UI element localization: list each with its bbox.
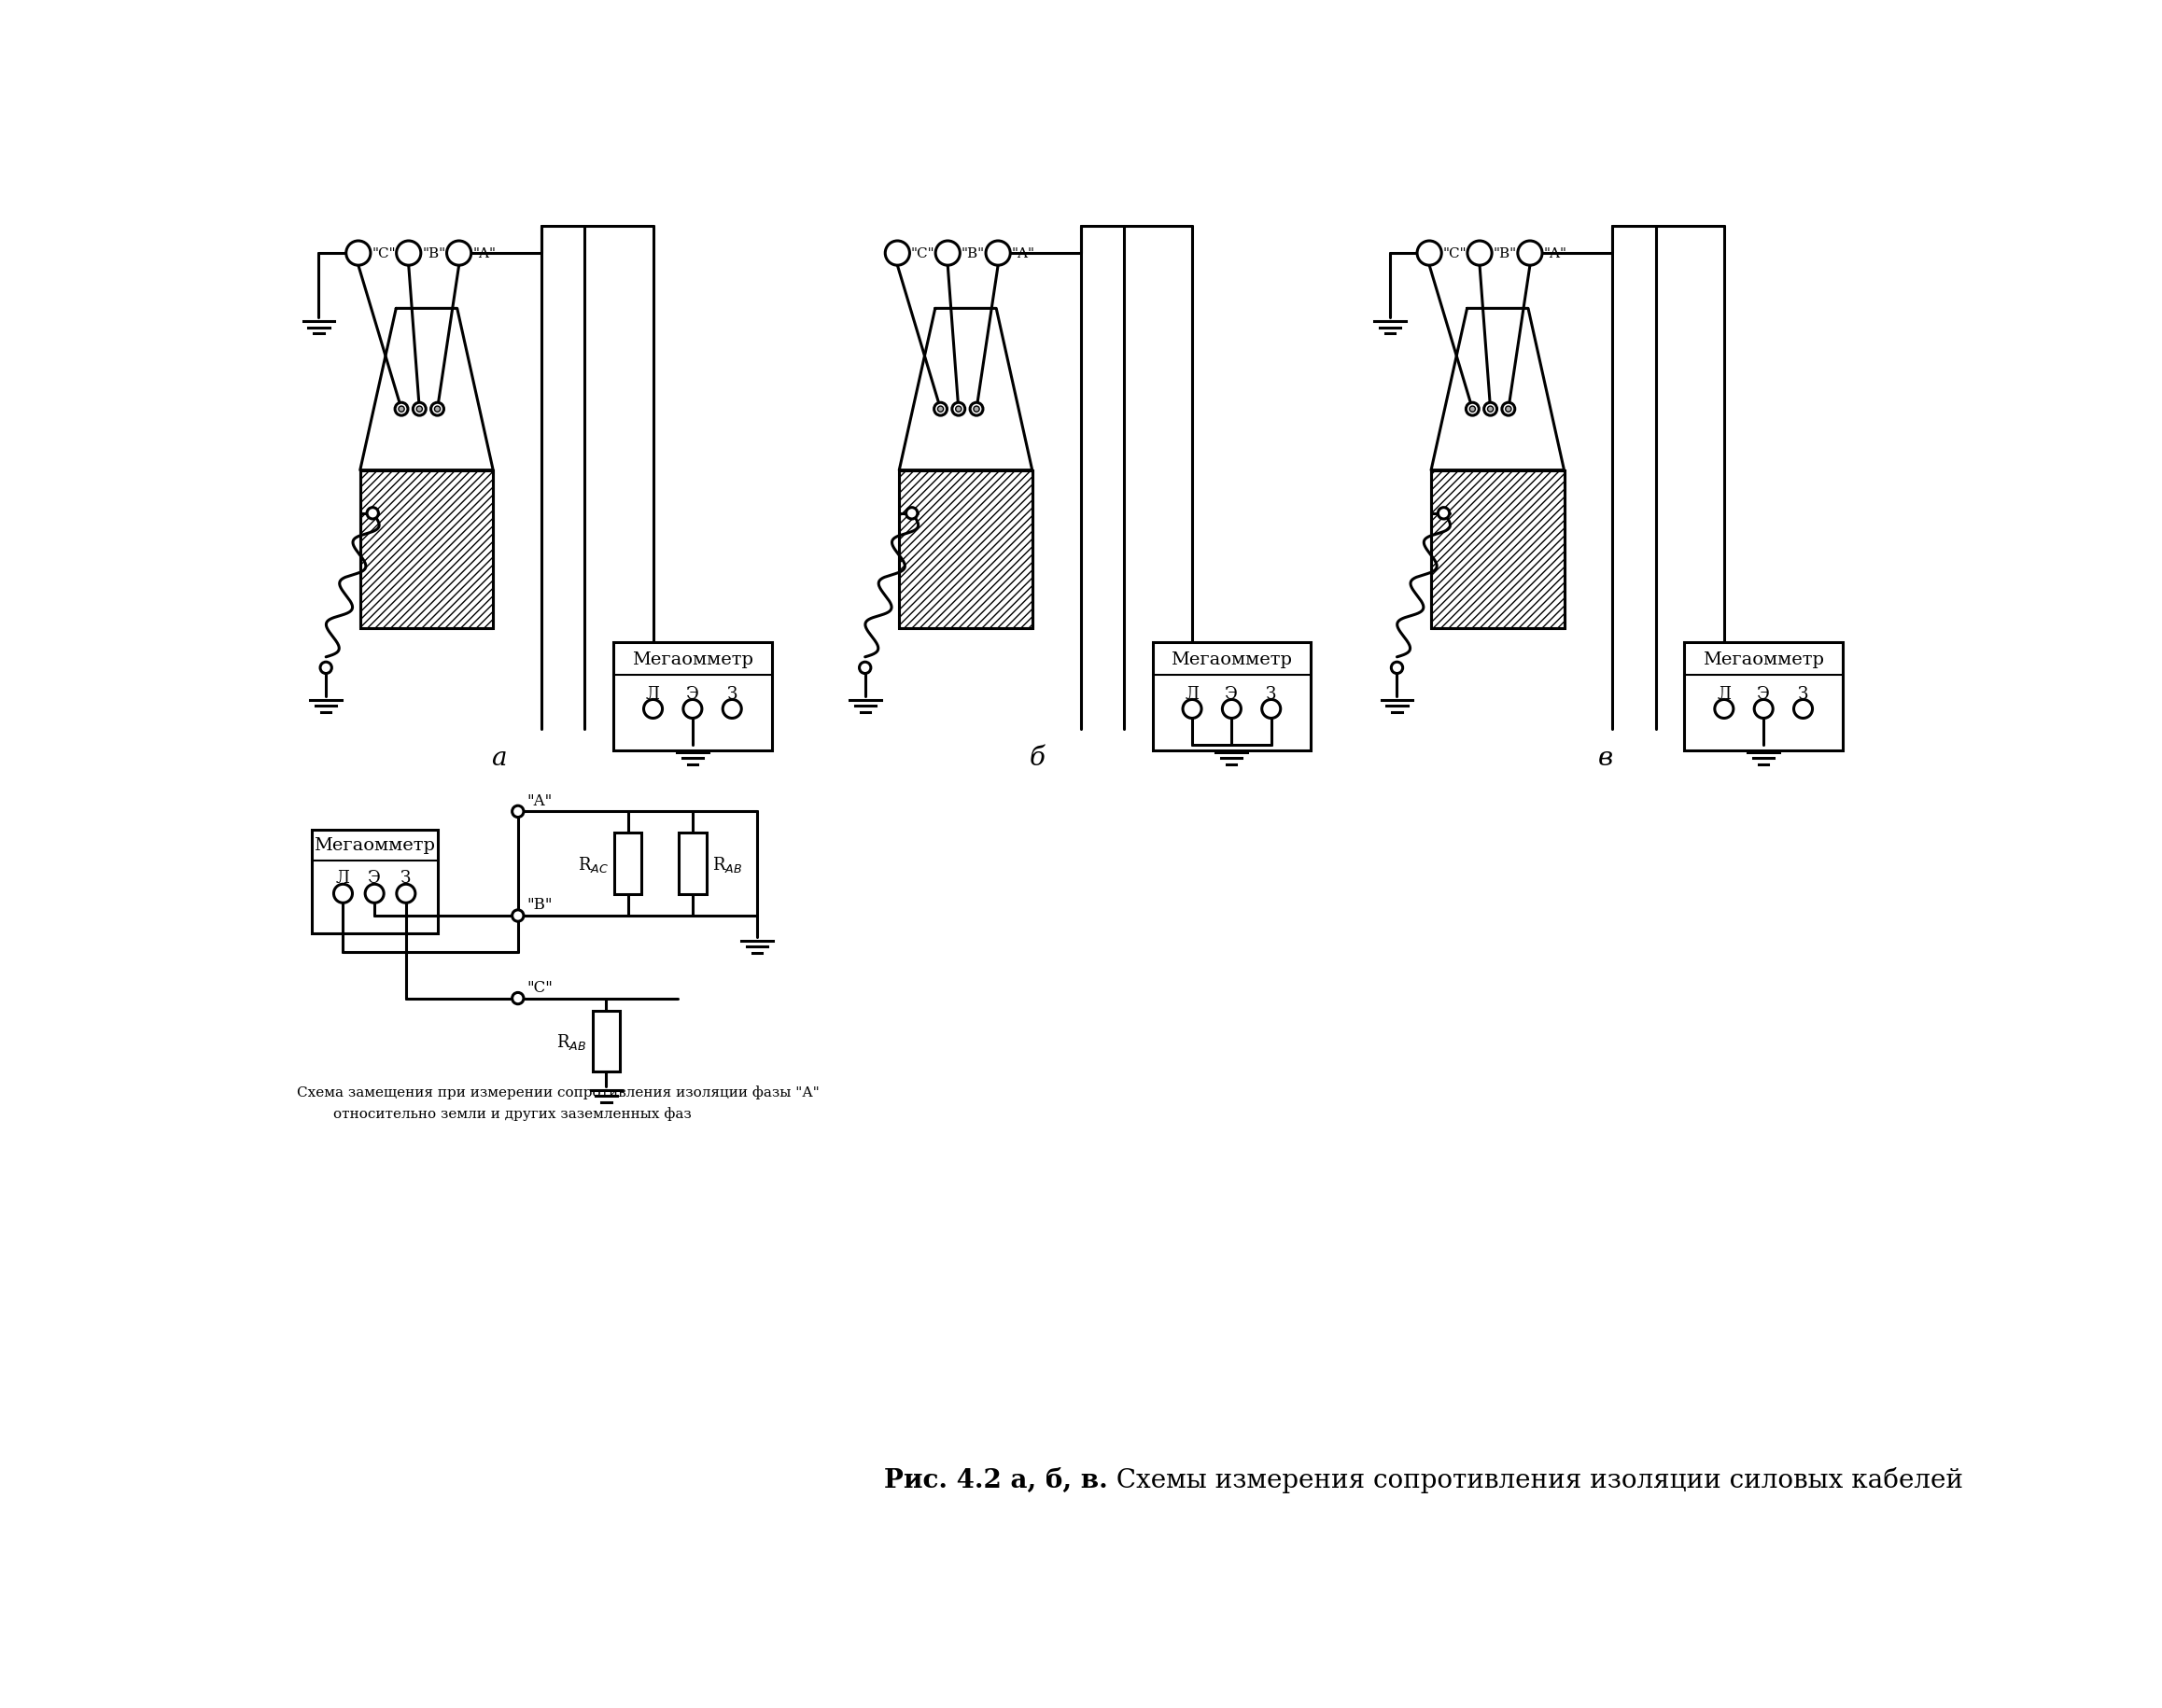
Text: Схема замещения при измерении сопротивления изоляции фазы "А": Схема замещения при измерении сопротивле… <box>296 1085 819 1098</box>
Text: "A": "A" <box>1544 248 1567 260</box>
Circle shape <box>1438 507 1449 519</box>
Text: "B": "B" <box>528 897 553 912</box>
Circle shape <box>396 241 422 266</box>
Circle shape <box>1222 700 1241 719</box>
Bar <box>679 834 707 895</box>
Circle shape <box>1487 407 1494 413</box>
Circle shape <box>1518 241 1542 266</box>
Text: Э: Э <box>685 685 698 702</box>
Circle shape <box>396 885 415 904</box>
Bar <box>614 644 772 752</box>
Text: "B": "B" <box>422 248 445 260</box>
Text: Л: Л <box>646 685 659 702</box>
Bar <box>361 471 493 629</box>
Circle shape <box>430 403 443 417</box>
Text: R$_{AB}$: R$_{AB}$ <box>711 854 742 874</box>
Circle shape <box>413 403 426 417</box>
Circle shape <box>1183 700 1202 719</box>
Circle shape <box>512 992 523 1004</box>
Circle shape <box>1794 700 1812 719</box>
Circle shape <box>417 407 422 413</box>
Text: "B": "B" <box>1494 248 1518 260</box>
Circle shape <box>346 241 370 266</box>
Text: "C": "C" <box>372 248 396 260</box>
Circle shape <box>934 403 947 417</box>
Circle shape <box>986 241 1010 266</box>
Circle shape <box>512 806 523 818</box>
Text: Э: Э <box>368 869 381 886</box>
Text: "C": "C" <box>910 248 934 260</box>
Circle shape <box>858 663 871 675</box>
Circle shape <box>1466 403 1479 417</box>
Circle shape <box>906 507 917 519</box>
Circle shape <box>956 407 962 413</box>
Text: Л: Л <box>335 869 350 886</box>
Circle shape <box>333 885 352 904</box>
Circle shape <box>722 700 742 719</box>
Text: Рис. 4.2 а, б, в.: Рис. 4.2 а, б, в. <box>884 1467 1107 1493</box>
Text: "C": "C" <box>528 979 553 996</box>
Circle shape <box>951 403 964 417</box>
Circle shape <box>365 885 385 904</box>
Bar <box>592 1011 620 1073</box>
Circle shape <box>683 700 703 719</box>
Circle shape <box>448 241 471 266</box>
Text: Мегаомметр: Мегаомметр <box>631 651 752 668</box>
Circle shape <box>398 407 404 413</box>
Text: "A": "A" <box>1012 248 1036 260</box>
Circle shape <box>1470 407 1474 413</box>
Circle shape <box>320 663 331 675</box>
Text: З: З <box>1267 685 1276 702</box>
Circle shape <box>1483 403 1496 417</box>
Circle shape <box>644 700 662 719</box>
Text: в: в <box>1598 745 1613 770</box>
Bar <box>1152 644 1310 752</box>
Text: Схемы измерения сопротивления изоляции силовых кабелей: Схемы измерения сопротивления изоляции с… <box>1107 1467 1963 1493</box>
Circle shape <box>1468 241 1492 266</box>
Text: "B": "B" <box>962 248 986 260</box>
Text: относительно земли и других заземленных фаз: относительно земли и других заземленных … <box>333 1107 692 1120</box>
Circle shape <box>1753 700 1773 719</box>
Circle shape <box>1505 407 1511 413</box>
Bar <box>899 471 1031 629</box>
Text: "C": "C" <box>1442 248 1466 260</box>
Text: R$_{AC}$: R$_{AC}$ <box>577 854 608 874</box>
Text: З: З <box>726 685 737 702</box>
Bar <box>1431 471 1563 629</box>
Bar <box>311 830 437 934</box>
Circle shape <box>971 403 984 417</box>
Text: "A": "A" <box>473 248 495 260</box>
Text: Мегаомметр: Мегаомметр <box>313 837 435 854</box>
Text: б: б <box>1029 745 1046 770</box>
Circle shape <box>435 407 441 413</box>
Circle shape <box>973 407 979 413</box>
Circle shape <box>1416 241 1442 266</box>
Circle shape <box>1390 663 1403 675</box>
Text: Л: Л <box>1185 685 1200 702</box>
Text: З: З <box>400 869 411 886</box>
Circle shape <box>938 407 943 413</box>
Text: "A": "A" <box>528 793 553 808</box>
Text: З: З <box>1799 685 1807 702</box>
Text: Мегаомметр: Мегаомметр <box>1704 651 1825 668</box>
Text: Л: Л <box>1717 685 1732 702</box>
Circle shape <box>1503 403 1516 417</box>
Bar <box>614 834 642 895</box>
Text: R$_{AB}$: R$_{AB}$ <box>558 1032 586 1052</box>
Circle shape <box>512 910 523 922</box>
Circle shape <box>396 403 409 417</box>
Bar <box>1684 644 1842 752</box>
Circle shape <box>1714 700 1734 719</box>
Text: а: а <box>491 745 506 770</box>
Text: Мегаомметр: Мегаомметр <box>1172 651 1293 668</box>
Circle shape <box>1263 700 1280 719</box>
Circle shape <box>936 241 960 266</box>
Circle shape <box>368 507 378 519</box>
Text: Э: Э <box>1758 685 1771 702</box>
Circle shape <box>884 241 910 266</box>
Text: Э: Э <box>1226 685 1239 702</box>
